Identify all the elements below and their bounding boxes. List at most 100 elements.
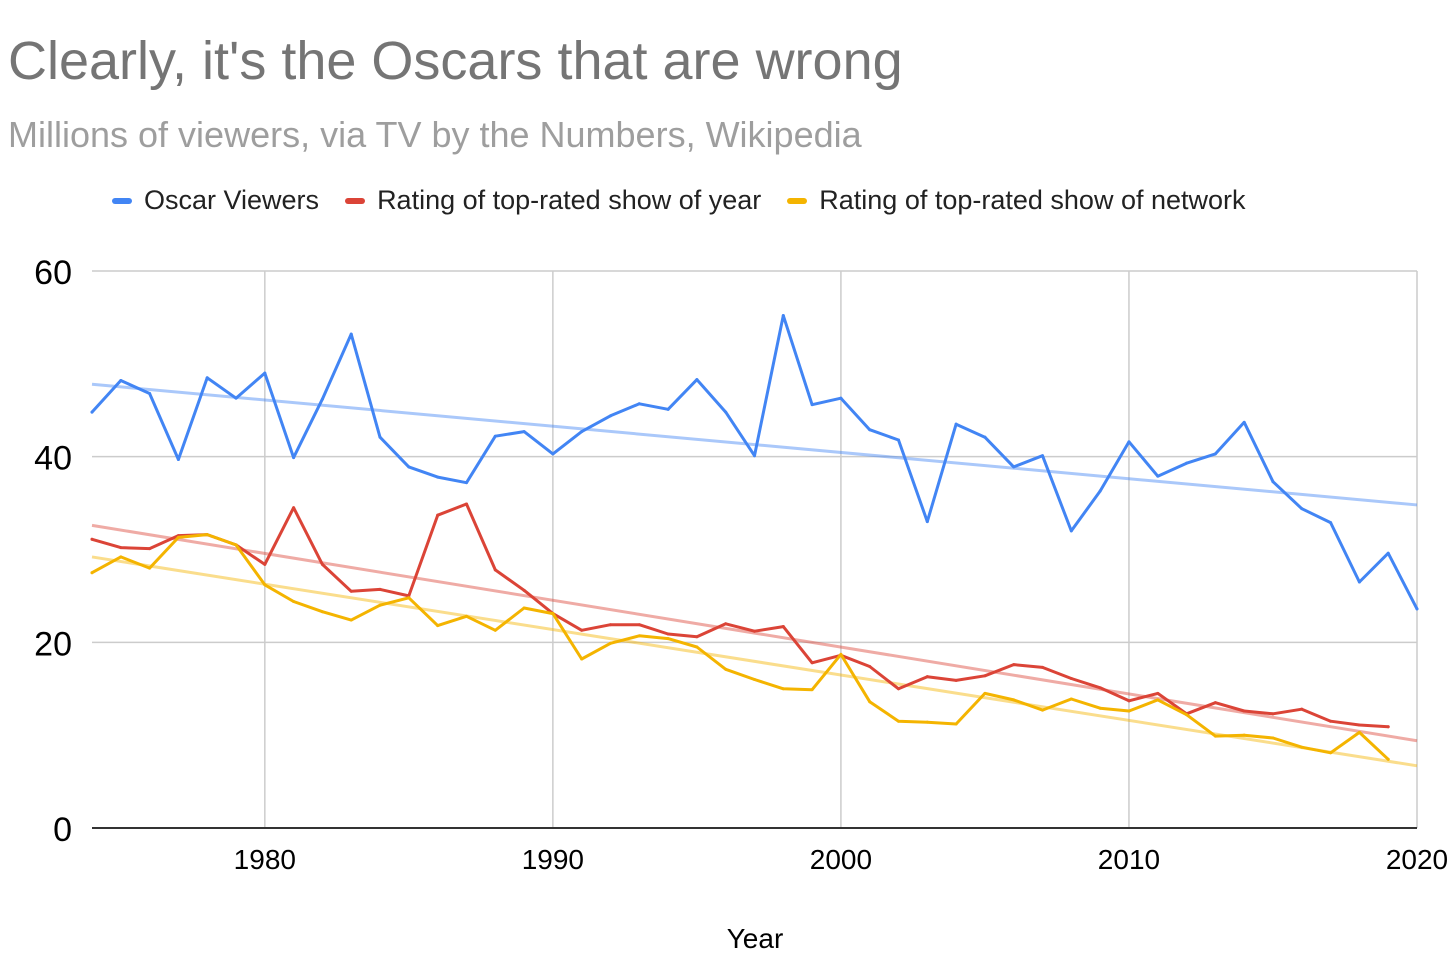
- chart-title: Clearly, it's the Oscars that are wrong: [8, 31, 903, 91]
- legend-item-top-show-year[interactable]: Rating of top-rated show of year: [345, 185, 761, 216]
- data-point: [1185, 461, 1189, 465]
- data-point: [753, 629, 756, 633]
- data-point: [205, 376, 209, 380]
- data-point: [983, 691, 987, 695]
- data-point: [1242, 733, 1246, 737]
- trendline: [91, 382, 1418, 507]
- data-point: [983, 674, 987, 678]
- data-point: [781, 625, 785, 629]
- legend-swatch-top-show-network: [787, 197, 808, 204]
- y-tick-label: 60: [34, 254, 72, 292]
- data-point: [148, 547, 152, 551]
- data-point: [868, 664, 872, 668]
- data-point: [320, 610, 324, 614]
- data-point: [1098, 686, 1102, 690]
- data-point: [522, 588, 526, 592]
- data-point: [637, 634, 641, 638]
- data-point: [666, 632, 670, 636]
- data-point: [1357, 730, 1361, 734]
- data-point: [1271, 736, 1275, 740]
- data-point: [868, 428, 872, 432]
- data-point: [637, 402, 641, 406]
- data-point: [753, 677, 756, 681]
- data-point: [148, 392, 152, 396]
- data-point: [551, 452, 555, 456]
- series-lines: [90, 314, 1419, 761]
- data-point: [897, 719, 901, 723]
- y-tick-label: 20: [34, 625, 72, 663]
- data-point: [407, 596, 411, 600]
- data-point: [1069, 529, 1073, 533]
- data-point: [464, 481, 468, 485]
- data-point: [666, 637, 670, 641]
- data-point: [1357, 723, 1361, 727]
- data-point: [234, 396, 238, 400]
- data-point: [349, 618, 353, 622]
- legend-swatch-top-show-year: [345, 197, 366, 204]
- data-point: [1213, 701, 1217, 705]
- data-point: [954, 422, 958, 426]
- data-point: [292, 456, 296, 460]
- data-point: [1386, 757, 1390, 761]
- data-point: [1127, 440, 1131, 444]
- data-point: [263, 371, 267, 375]
- legend-item-oscar-viewers[interactable]: Oscar Viewers: [112, 185, 319, 216]
- data-point: [724, 667, 728, 671]
- axes: 0 20 40 60 1980 1990 2000 2010 2020: [34, 254, 1448, 875]
- data-point: [1127, 709, 1131, 713]
- data-point: [608, 623, 612, 627]
- data-point: [292, 506, 296, 510]
- data-point: [1069, 697, 1073, 701]
- data-point: [119, 546, 123, 550]
- data-point: [1012, 465, 1016, 469]
- data-point: [378, 603, 382, 607]
- data-point: [753, 454, 756, 458]
- trendline: [91, 523, 1418, 743]
- data-point: [464, 502, 468, 506]
- x-tick-label: 1980: [234, 844, 296, 875]
- data-point: [90, 537, 94, 541]
- data-point: [695, 635, 699, 639]
- data-point: [1012, 663, 1016, 667]
- data-point: [1329, 719, 1333, 723]
- data-point: [1329, 751, 1333, 755]
- data-point: [983, 435, 987, 439]
- legend-item-top-show-network[interactable]: Rating of top-rated show of network: [787, 185, 1246, 216]
- data-point: [119, 555, 123, 559]
- data-point: [1271, 480, 1275, 484]
- data-point: [810, 688, 814, 692]
- data-point: [925, 720, 929, 724]
- data-point: [608, 641, 612, 645]
- data-point: [378, 435, 382, 439]
- data-point: [349, 332, 353, 336]
- x-axis-label: Year: [727, 923, 784, 954]
- y-tick-label: 40: [34, 440, 72, 478]
- data-point: [292, 599, 296, 603]
- data-point: [580, 657, 584, 661]
- data-point: [724, 410, 728, 414]
- data-point: [1069, 677, 1073, 681]
- data-point: [1386, 551, 1390, 555]
- data-point: [608, 414, 612, 418]
- data-point: [176, 535, 180, 539]
- data-point: [119, 379, 123, 383]
- data-point: [1041, 665, 1045, 669]
- data-point: [580, 430, 584, 434]
- data-point: [1213, 452, 1217, 456]
- data-point: [436, 513, 440, 517]
- series-line: [90, 314, 1419, 611]
- data-point: [263, 562, 267, 566]
- legend-label: Rating of top-rated show of year: [377, 185, 762, 215]
- data-point: [320, 562, 324, 566]
- data-point: [1041, 708, 1045, 712]
- data-point: [1271, 712, 1275, 716]
- data-point: [1127, 699, 1131, 703]
- data-point: [1242, 709, 1246, 713]
- data-point: [1415, 607, 1419, 611]
- data-point: [1041, 454, 1045, 458]
- data-point: [320, 397, 324, 401]
- data-point: [954, 722, 958, 726]
- data-point: [810, 661, 814, 665]
- data-point: [897, 438, 901, 442]
